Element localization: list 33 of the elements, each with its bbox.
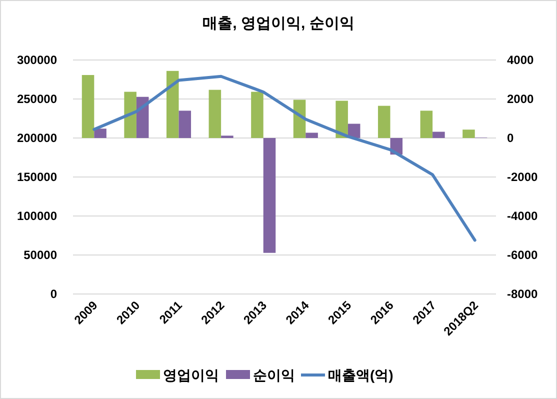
y2-tick-label: -8000 [507, 287, 538, 301]
y-tick-label: 200000 [16, 131, 58, 145]
y-tick-label: 150000 [16, 170, 58, 184]
y-tick-label: 50000 [24, 248, 58, 262]
legend-label: 매출액(억) [328, 367, 394, 383]
bar [166, 70, 179, 138]
bar [420, 110, 433, 138]
bar [94, 128, 106, 138]
y-tick-label: 250000 [16, 92, 58, 106]
line-series [92, 74, 476, 242]
y2-tick-label: -2000 [507, 170, 538, 184]
bar [432, 132, 445, 138]
bar [306, 132, 318, 138]
y-tick-label: 100000 [16, 209, 58, 223]
y2-tick-label: -6000 [507, 248, 538, 262]
bar [462, 130, 475, 138]
bar [178, 110, 192, 138]
bar [208, 90, 222, 138]
legend-label: 영업이익 [163, 367, 219, 383]
y2-tick-label: 4000 [507, 53, 534, 67]
y2-tick-label: -4000 [507, 209, 538, 223]
y-tick-label: 0 [50, 287, 58, 301]
bar [336, 100, 348, 138]
bar [251, 92, 264, 138]
bar [378, 106, 390, 138]
bar [263, 138, 276, 253]
y-tick-label: 300000 [16, 53, 58, 67]
bar [124, 92, 136, 138]
legend-label: 순이익 [253, 367, 295, 383]
chart-title: 매출, 영업이익, 순이익 [202, 15, 354, 32]
bar [82, 75, 94, 138]
y2-tick-label: 0 [507, 131, 514, 145]
y2-tick-label: 2000 [507, 92, 534, 106]
